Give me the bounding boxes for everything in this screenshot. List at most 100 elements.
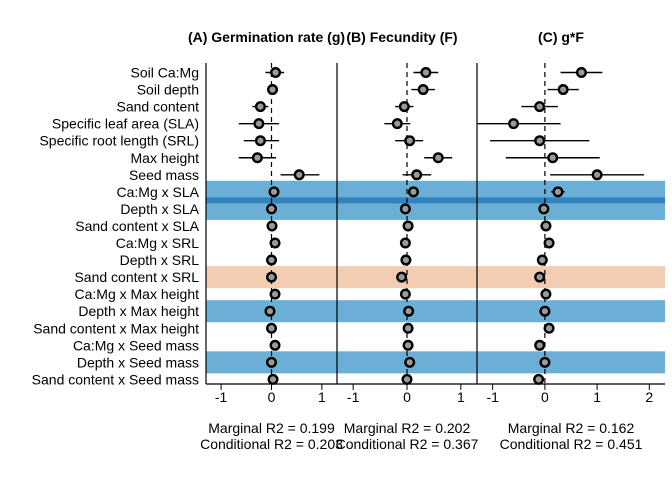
estimate-point xyxy=(534,271,546,283)
row-label: Sand content x Seed mass xyxy=(32,371,199,387)
row-label: Depth x Max height xyxy=(78,303,199,319)
estimate-point xyxy=(508,118,520,130)
estimate-point xyxy=(267,84,279,96)
panel-title: (C) g*F xyxy=(538,29,584,45)
highlight-band-14 xyxy=(206,300,665,323)
estimate-point xyxy=(401,373,413,385)
highlight-band-8 xyxy=(206,197,665,220)
estimate-point xyxy=(269,288,281,300)
estimate-point xyxy=(543,322,555,334)
estimate-point xyxy=(534,101,546,113)
row-label: Ca:Mg x Seed mass xyxy=(73,337,199,353)
row-label: Sand content x SRL xyxy=(74,269,199,285)
estimate-point xyxy=(540,288,552,300)
estimate-point xyxy=(534,339,546,351)
row-label: Ca:Mg x SRL xyxy=(116,235,199,251)
estimate-point xyxy=(399,288,411,300)
estimate-point xyxy=(557,84,569,96)
estimate-point xyxy=(402,339,414,351)
estimate-point xyxy=(407,186,419,198)
conditional-r2-text: Conditional R2 = 0.451 xyxy=(500,436,643,452)
estimate-point xyxy=(264,305,276,317)
estimate-point xyxy=(293,169,305,181)
estimate-point xyxy=(266,220,278,232)
estimate-point xyxy=(266,271,278,283)
highlight-band-17 xyxy=(206,351,665,374)
x-tick-label: 0 xyxy=(403,389,411,405)
estimate-point xyxy=(266,203,278,215)
estimate-point xyxy=(539,305,551,317)
estimate-point xyxy=(402,220,414,232)
estimate-mark-layer xyxy=(238,66,645,385)
estimate-point xyxy=(539,356,551,368)
estimate-point xyxy=(540,220,552,232)
row-label: Sand content x SLA xyxy=(75,218,199,234)
panel-title: (B) Fecundity (F) xyxy=(346,29,457,45)
marginal-r2-text: Marginal R2 = 0.202 xyxy=(344,420,471,436)
row-label: Depth x SLA xyxy=(120,201,199,217)
estimate-point xyxy=(399,203,411,215)
estimate-point xyxy=(575,66,587,78)
conditional-r2-text: Conditional R2 = 0.203 xyxy=(200,436,343,452)
row-label: Seed mass xyxy=(129,167,199,183)
highlight-band-7 xyxy=(206,180,665,203)
estimate-point xyxy=(269,339,281,351)
estimate-point xyxy=(547,152,559,164)
row-label: Ca:Mg x SLA xyxy=(117,184,200,200)
estimate-point xyxy=(404,356,416,368)
marginal-r2-text: Marginal R2 = 0.199 xyxy=(208,420,335,436)
estimate-point xyxy=(267,373,279,385)
x-tick-label: 0 xyxy=(541,389,549,405)
estimate-point xyxy=(533,373,545,385)
row-label: Ca:Mg x Max height xyxy=(75,286,200,302)
x-tick-label: 2 xyxy=(645,389,653,405)
estimate-point xyxy=(396,271,408,283)
estimate-point xyxy=(432,152,444,164)
estimate-point xyxy=(543,237,555,249)
row-label: Specific leaf area (SLA) xyxy=(52,116,199,132)
x-tick-label: -1 xyxy=(215,389,228,405)
estimate-point xyxy=(398,101,410,113)
estimate-point xyxy=(591,169,603,181)
estimate-point xyxy=(536,254,548,266)
x-tick-label: 0 xyxy=(268,389,276,405)
x-tick-label: -1 xyxy=(347,389,360,405)
estimate-point xyxy=(404,135,416,147)
estimate-point xyxy=(254,135,266,147)
row-label: Sand content xyxy=(116,99,199,115)
estimate-point xyxy=(402,322,414,334)
row-label: Soil depth xyxy=(137,82,199,98)
estimate-point xyxy=(417,84,429,96)
estimate-point xyxy=(552,186,564,198)
estimate-point xyxy=(266,254,278,266)
estimate-point xyxy=(538,203,550,215)
highlight-band-12 xyxy=(206,266,665,289)
estimate-point xyxy=(399,237,411,249)
estimate-point xyxy=(400,254,412,266)
estimate-point xyxy=(251,152,263,164)
estimate-point xyxy=(403,305,415,317)
estimate-point xyxy=(420,66,432,78)
estimate-point xyxy=(269,237,281,249)
estimate-point xyxy=(268,186,280,198)
estimate-point xyxy=(534,135,546,147)
row-label: Specific root length (SRL) xyxy=(39,133,199,149)
x-tick-label: 1 xyxy=(457,389,465,405)
x-tick-label: -1 xyxy=(486,389,499,405)
panel-title: (A) Germination rate (g) xyxy=(188,29,345,45)
conditional-r2-text: Conditional R2 = 0.367 xyxy=(336,436,479,452)
estimate-point xyxy=(266,356,278,368)
estimate-point xyxy=(266,322,278,334)
row-label: Sand content x Max height xyxy=(33,320,199,336)
x-tick-label: 1 xyxy=(593,389,601,405)
row-label: Soil Ca:Mg xyxy=(131,65,199,81)
row-label: Depth x SRL xyxy=(120,252,200,268)
x-tick-label: 1 xyxy=(318,389,326,405)
estimate-point xyxy=(253,118,265,130)
estimate-point xyxy=(411,169,423,181)
estimate-point xyxy=(270,66,282,78)
panel-title-layer: (A) Germination rate (g) (B) Fecundity (F… xyxy=(188,29,584,45)
